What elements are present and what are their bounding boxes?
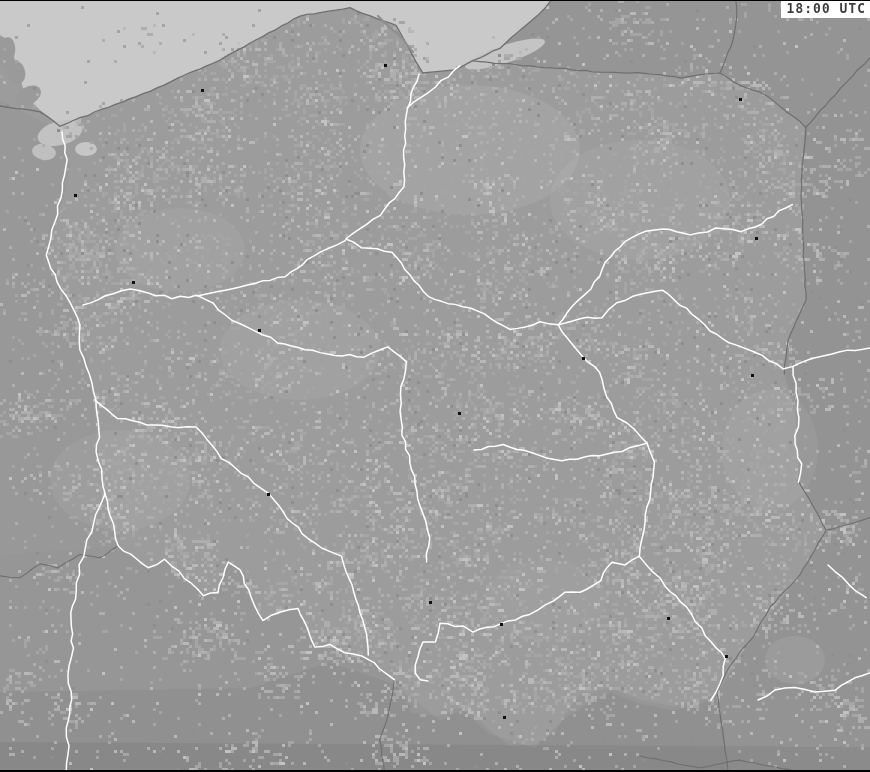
timestamp-badge: 18:00 UTC (780, 1, 870, 18)
timestamp-label: 18:00 UTC (786, 2, 866, 17)
